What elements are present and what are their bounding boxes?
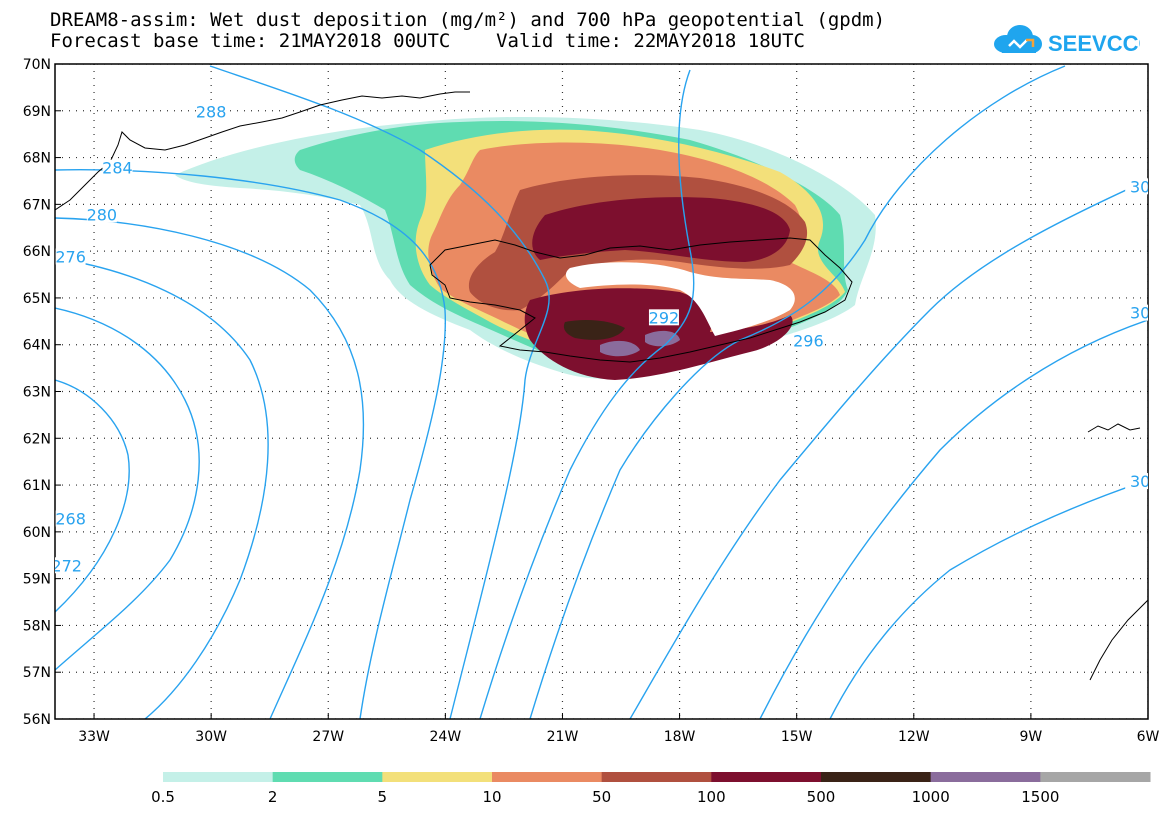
contour-label-bg [648, 309, 679, 326]
contour-line [629, 179, 1148, 719]
lon-tick-label: 24W [430, 729, 462, 745]
contour-label-bg [793, 332, 824, 349]
contour-label: 296 [793, 332, 824, 351]
lat-tick-label: 60N [23, 525, 51, 541]
contour-label-bg [196, 103, 227, 120]
contour-label: 30 [1130, 177, 1150, 196]
seevccc-logo: SEEVCCC [994, 25, 1140, 56]
colorbar-swatch [1040, 772, 1151, 782]
colorbar-label: 50 [592, 788, 611, 806]
contour-label: 30 [1130, 472, 1150, 491]
colorbar-label: 100 [697, 788, 726, 806]
colorbar-swatch [163, 772, 274, 782]
contour-label: 280 [87, 205, 118, 224]
contour-line [209, 65, 550, 719]
colorbar-label: 0.5 [151, 788, 175, 806]
contour-label: 292 [649, 308, 680, 327]
contour-label-bg [1125, 178, 1148, 195]
lon-tick-label: 12W [898, 729, 930, 745]
contour-label-bg [55, 248, 86, 265]
scotland-coast [1089, 599, 1148, 681]
lat-tick-label: 62N [23, 431, 51, 447]
lat-tick-label: 58N [23, 618, 51, 634]
lat-tick-label: 68N [23, 151, 51, 167]
iceland-coast [429, 237, 853, 363]
colorbar-label: 10 [482, 788, 501, 806]
map-title: DREAM8-assim: Wet dust deposition (mg/m²… [50, 9, 886, 31]
no-deposition-interior [565, 262, 795, 336]
contour-label-bg [1125, 304, 1148, 321]
lat-tick-label: 66N [23, 244, 51, 260]
cloud-icon [994, 25, 1042, 53]
colorbar-swatch [272, 772, 383, 782]
lat-tick-label: 64N [23, 338, 51, 354]
logo-text: SEEVCCC [1048, 31, 1140, 56]
contour-label-bg [86, 206, 117, 223]
lat-tick-label: 67N [23, 197, 51, 213]
deposition-100 [532, 197, 790, 262]
colorbar-label: 1000 [912, 788, 950, 806]
contour-label: 30 [1130, 304, 1150, 323]
contour-line [55, 169, 447, 719]
lat-tick-label: 56N [23, 712, 51, 728]
lon-tick-label: 30W [195, 729, 227, 745]
deposition-500 [563, 320, 625, 340]
contour-label-bg [1125, 473, 1148, 490]
colorbar-swatch [930, 772, 1041, 782]
map-subtitle: Forecast base time: 21MAY2018 00UTC Vali… [50, 30, 805, 52]
greenland-coast [55, 91, 470, 211]
faroe-coast [1087, 423, 1141, 433]
contour-labels: 288 284 280 276 268 272 292 296 30 30 30 [51, 102, 1150, 575]
colorbar-swatch [601, 772, 712, 782]
lon-tick-label: 15W [781, 729, 813, 745]
lat-tick-label: 69N [23, 104, 51, 120]
colorbar-swatch [711, 772, 822, 782]
contour-label-bg [102, 159, 133, 176]
contour-line [55, 257, 269, 719]
longitude-tick-labels: 33W 30W 27W 24W 21W 18W 15W 12W 9W 6W [78, 713, 1160, 745]
contour-label: 268 [55, 510, 86, 529]
colorbar: 0.5 2 5 10 50 100 500 1000 1500 [151, 772, 1151, 806]
contour-line [55, 217, 365, 719]
lon-tick-label: 27W [312, 729, 344, 745]
lon-tick-label: 9W [1020, 729, 1043, 745]
contour-label: 288 [196, 102, 227, 121]
lat-tick-label: 57N [23, 665, 51, 681]
contour-line [829, 479, 1148, 719]
colorbar-label: 500 [807, 788, 836, 806]
contour-line [759, 319, 1148, 719]
contour-line [479, 69, 695, 719]
colorbar-label: 5 [378, 788, 388, 806]
lat-tick-label: 59N [23, 572, 51, 588]
contour-label: 284 [102, 159, 133, 178]
contour-label-bg [55, 510, 86, 527]
lat-tick-label: 65N [23, 291, 51, 307]
contour-line [55, 379, 130, 613]
deposition-1000-b [645, 330, 680, 347]
contour-label: 276 [55, 248, 86, 267]
contour-label: 272 [51, 556, 82, 575]
lon-tick-label: 18W [664, 729, 696, 745]
lon-tick-label: 6W [1137, 729, 1160, 745]
colorbar-label: 2 [268, 788, 278, 806]
latitude-tick-labels: 70N 69N 68N 67N 66N 65N 64N 63N 62N 61N 60N 59N 58N 5… [23, 57, 61, 728]
lat-tick-label: 63N [23, 385, 51, 401]
colorbar-swatch [821, 772, 932, 782]
deposition-1000 [600, 340, 640, 357]
lat-tick-label: 70N [23, 57, 51, 73]
contour-line [55, 307, 200, 671]
colorbar-swatch [382, 772, 493, 782]
colorbar-label: 1500 [1021, 788, 1059, 806]
lat-tick-label: 61N [23, 478, 51, 494]
colorbar-swatch [492, 772, 603, 782]
lon-tick-label: 21W [547, 729, 579, 745]
contour-label-bg [55, 557, 82, 574]
coastlines [55, 91, 1148, 681]
lon-tick-label: 33W [78, 729, 110, 745]
